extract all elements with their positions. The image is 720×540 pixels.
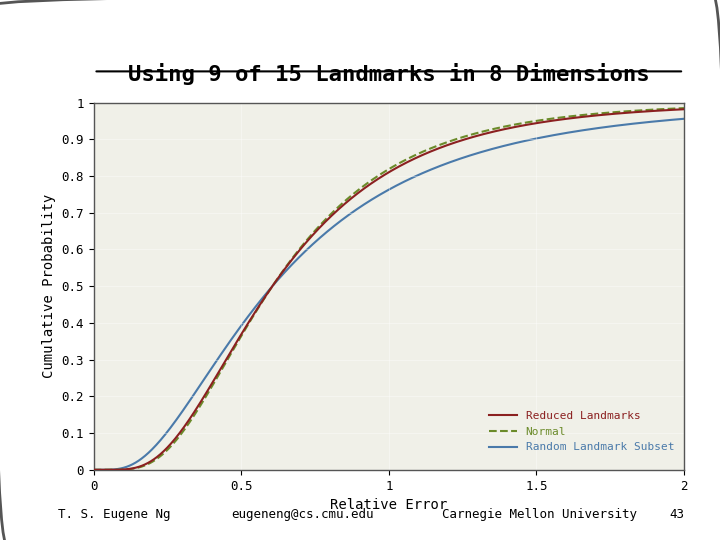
Y-axis label: Cumulative Probability: Cumulative Probability [42, 194, 56, 379]
Legend: Reduced Landmarks, Normal, Random Landmark Subset: Reduced Landmarks, Normal, Random Landma… [485, 407, 678, 457]
Text: eugeneng@cs.cmu.edu: eugeneng@cs.cmu.edu [231, 508, 374, 522]
Text: 43: 43 [669, 508, 684, 522]
Text: Carnegie Mellon University: Carnegie Mellon University [443, 508, 637, 522]
Title: Using 9 of 15 Landmarks in 8 Dimensions: Using 9 of 15 Landmarks in 8 Dimensions [128, 63, 649, 85]
X-axis label: Relative Error: Relative Error [330, 498, 447, 512]
Text: T. S. Eugene Ng: T. S. Eugene Ng [58, 508, 170, 522]
